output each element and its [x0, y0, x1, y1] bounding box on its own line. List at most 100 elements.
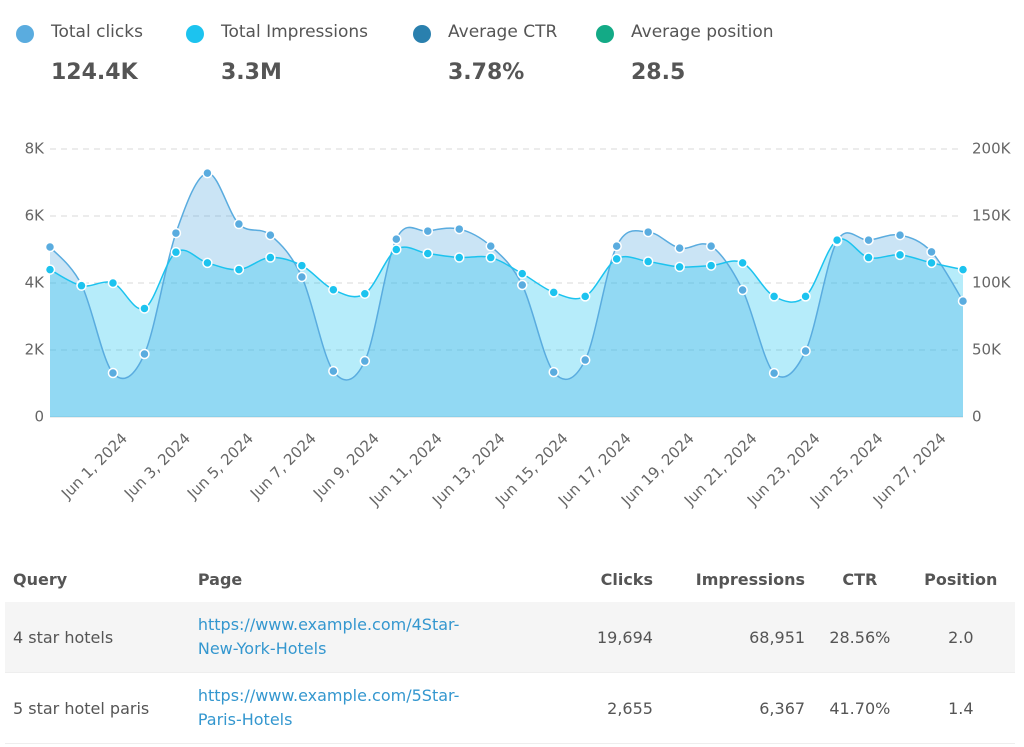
data-point — [768, 367, 780, 379]
y2-tick-label: 0 — [972, 408, 982, 426]
data-point — [296, 271, 308, 283]
y2-tick-label: 50K — [972, 341, 1002, 359]
table-cell: https://www.example.com/5Star-Paris-Hote… — [190, 673, 574, 744]
data-point — [485, 252, 497, 263]
table-cell: 19,694 — [596, 627, 653, 647]
data-point — [611, 240, 622, 252]
table-cell: 68,951 — [749, 627, 806, 647]
metric-value: 124.4K — [51, 60, 138, 85]
data-point — [516, 268, 528, 279]
data-point — [737, 257, 748, 269]
data-point — [139, 303, 150, 314]
data-point — [705, 240, 717, 252]
legend-label: Total Impressions — [221, 22, 369, 42]
data-point — [642, 256, 654, 267]
data-point — [926, 246, 937, 258]
metric-value: 28.5 — [631, 60, 686, 85]
data-point — [548, 287, 559, 298]
data-point — [454, 252, 465, 263]
legend-marker — [596, 25, 614, 43]
y-tick-label: 6K — [25, 207, 46, 225]
table-cell: 1.4 — [948, 698, 974, 718]
data-point — [76, 280, 87, 291]
legend-marker — [16, 25, 34, 43]
data-point — [863, 252, 874, 263]
data-point — [894, 249, 906, 261]
legend-marker — [186, 25, 204, 43]
metric-value: 3.3M — [221, 60, 282, 85]
y2-tick-label: 150K — [972, 207, 1012, 225]
y2-tick-label: 200K — [972, 140, 1012, 158]
table-cell: 41.70% — [829, 698, 891, 718]
data-point — [265, 252, 276, 263]
data-point — [800, 345, 811, 357]
table-body: 4 star hotels https://www.example.com/4St… — [5, 602, 1015, 744]
data-point — [579, 354, 591, 366]
column-header: Clicks — [600, 569, 653, 589]
table-cell: https://www.example.com/4Star-New-York-H… — [190, 602, 574, 673]
table-cell: 2.0 — [948, 627, 974, 647]
data-point — [296, 260, 308, 271]
data-point — [674, 242, 685, 254]
data-point — [391, 233, 402, 245]
data-point — [233, 218, 245, 230]
data-point — [800, 291, 811, 302]
area — [50, 173, 963, 417]
column-header: Page — [197, 569, 243, 589]
data-point — [422, 225, 434, 237]
data-point — [642, 226, 654, 238]
data-point — [391, 244, 402, 255]
y2-tick-label: 100K — [972, 274, 1012, 292]
data-point — [768, 291, 780, 302]
data-point — [44, 241, 56, 253]
legend-marker — [413, 25, 431, 43]
data-point — [139, 348, 150, 360]
table-row: 5 star hotel paris https://www.example.co… — [5, 673, 1015, 744]
data-point — [926, 257, 937, 269]
column-header: CTR — [842, 569, 878, 589]
data-point — [107, 277, 119, 289]
table-row: 4 star hotels https://www.example.com/4St… — [5, 602, 1015, 673]
table-cell: 2,655 — [607, 698, 653, 718]
data-point — [579, 291, 591, 302]
data-point — [359, 288, 371, 299]
data-point — [705, 260, 717, 271]
data-point — [674, 261, 685, 273]
data-point — [328, 365, 339, 377]
legend-label: Average position — [631, 22, 774, 42]
data-point — [548, 366, 559, 378]
data-point — [422, 248, 434, 259]
page-link[interactable]: https://www.example.com/5Star-Paris-Hote… — [197, 686, 460, 729]
y-tick-label: 2K — [25, 341, 46, 359]
data-point — [202, 167, 213, 179]
data-point — [894, 229, 906, 241]
metric-value: 3.78% — [448, 60, 525, 85]
table-cell: 5 star hotel paris — [13, 698, 150, 718]
data-point — [454, 223, 465, 235]
legend-label: Average CTR — [448, 22, 558, 42]
page-link[interactable]: https://www.example.com/4Star-New-York-H… — [197, 615, 460, 658]
data-point — [328, 284, 339, 295]
data-point — [107, 367, 119, 379]
data-point — [957, 264, 969, 275]
table-header: Query Page Clicks Impressions CTR Position — [5, 556, 1015, 602]
table-cell: 28.56% — [829, 627, 891, 647]
column-header: Position — [924, 569, 998, 589]
data-point — [359, 355, 371, 367]
column-header: Query — [13, 569, 68, 589]
data-point — [863, 234, 874, 246]
area — [50, 238, 963, 417]
x-tick-label: Jun 5, 2024 — [183, 429, 257, 503]
data-point — [170, 227, 182, 239]
data-point — [737, 284, 748, 296]
data-point — [170, 246, 182, 258]
x-tick-label: Jun 3, 2024 — [120, 429, 194, 503]
y-tick-label: 4K — [25, 274, 46, 292]
y-tick-label: 0 — [34, 408, 44, 426]
data-point — [611, 253, 622, 265]
line — [49, 238, 964, 310]
data-point — [516, 279, 528, 291]
